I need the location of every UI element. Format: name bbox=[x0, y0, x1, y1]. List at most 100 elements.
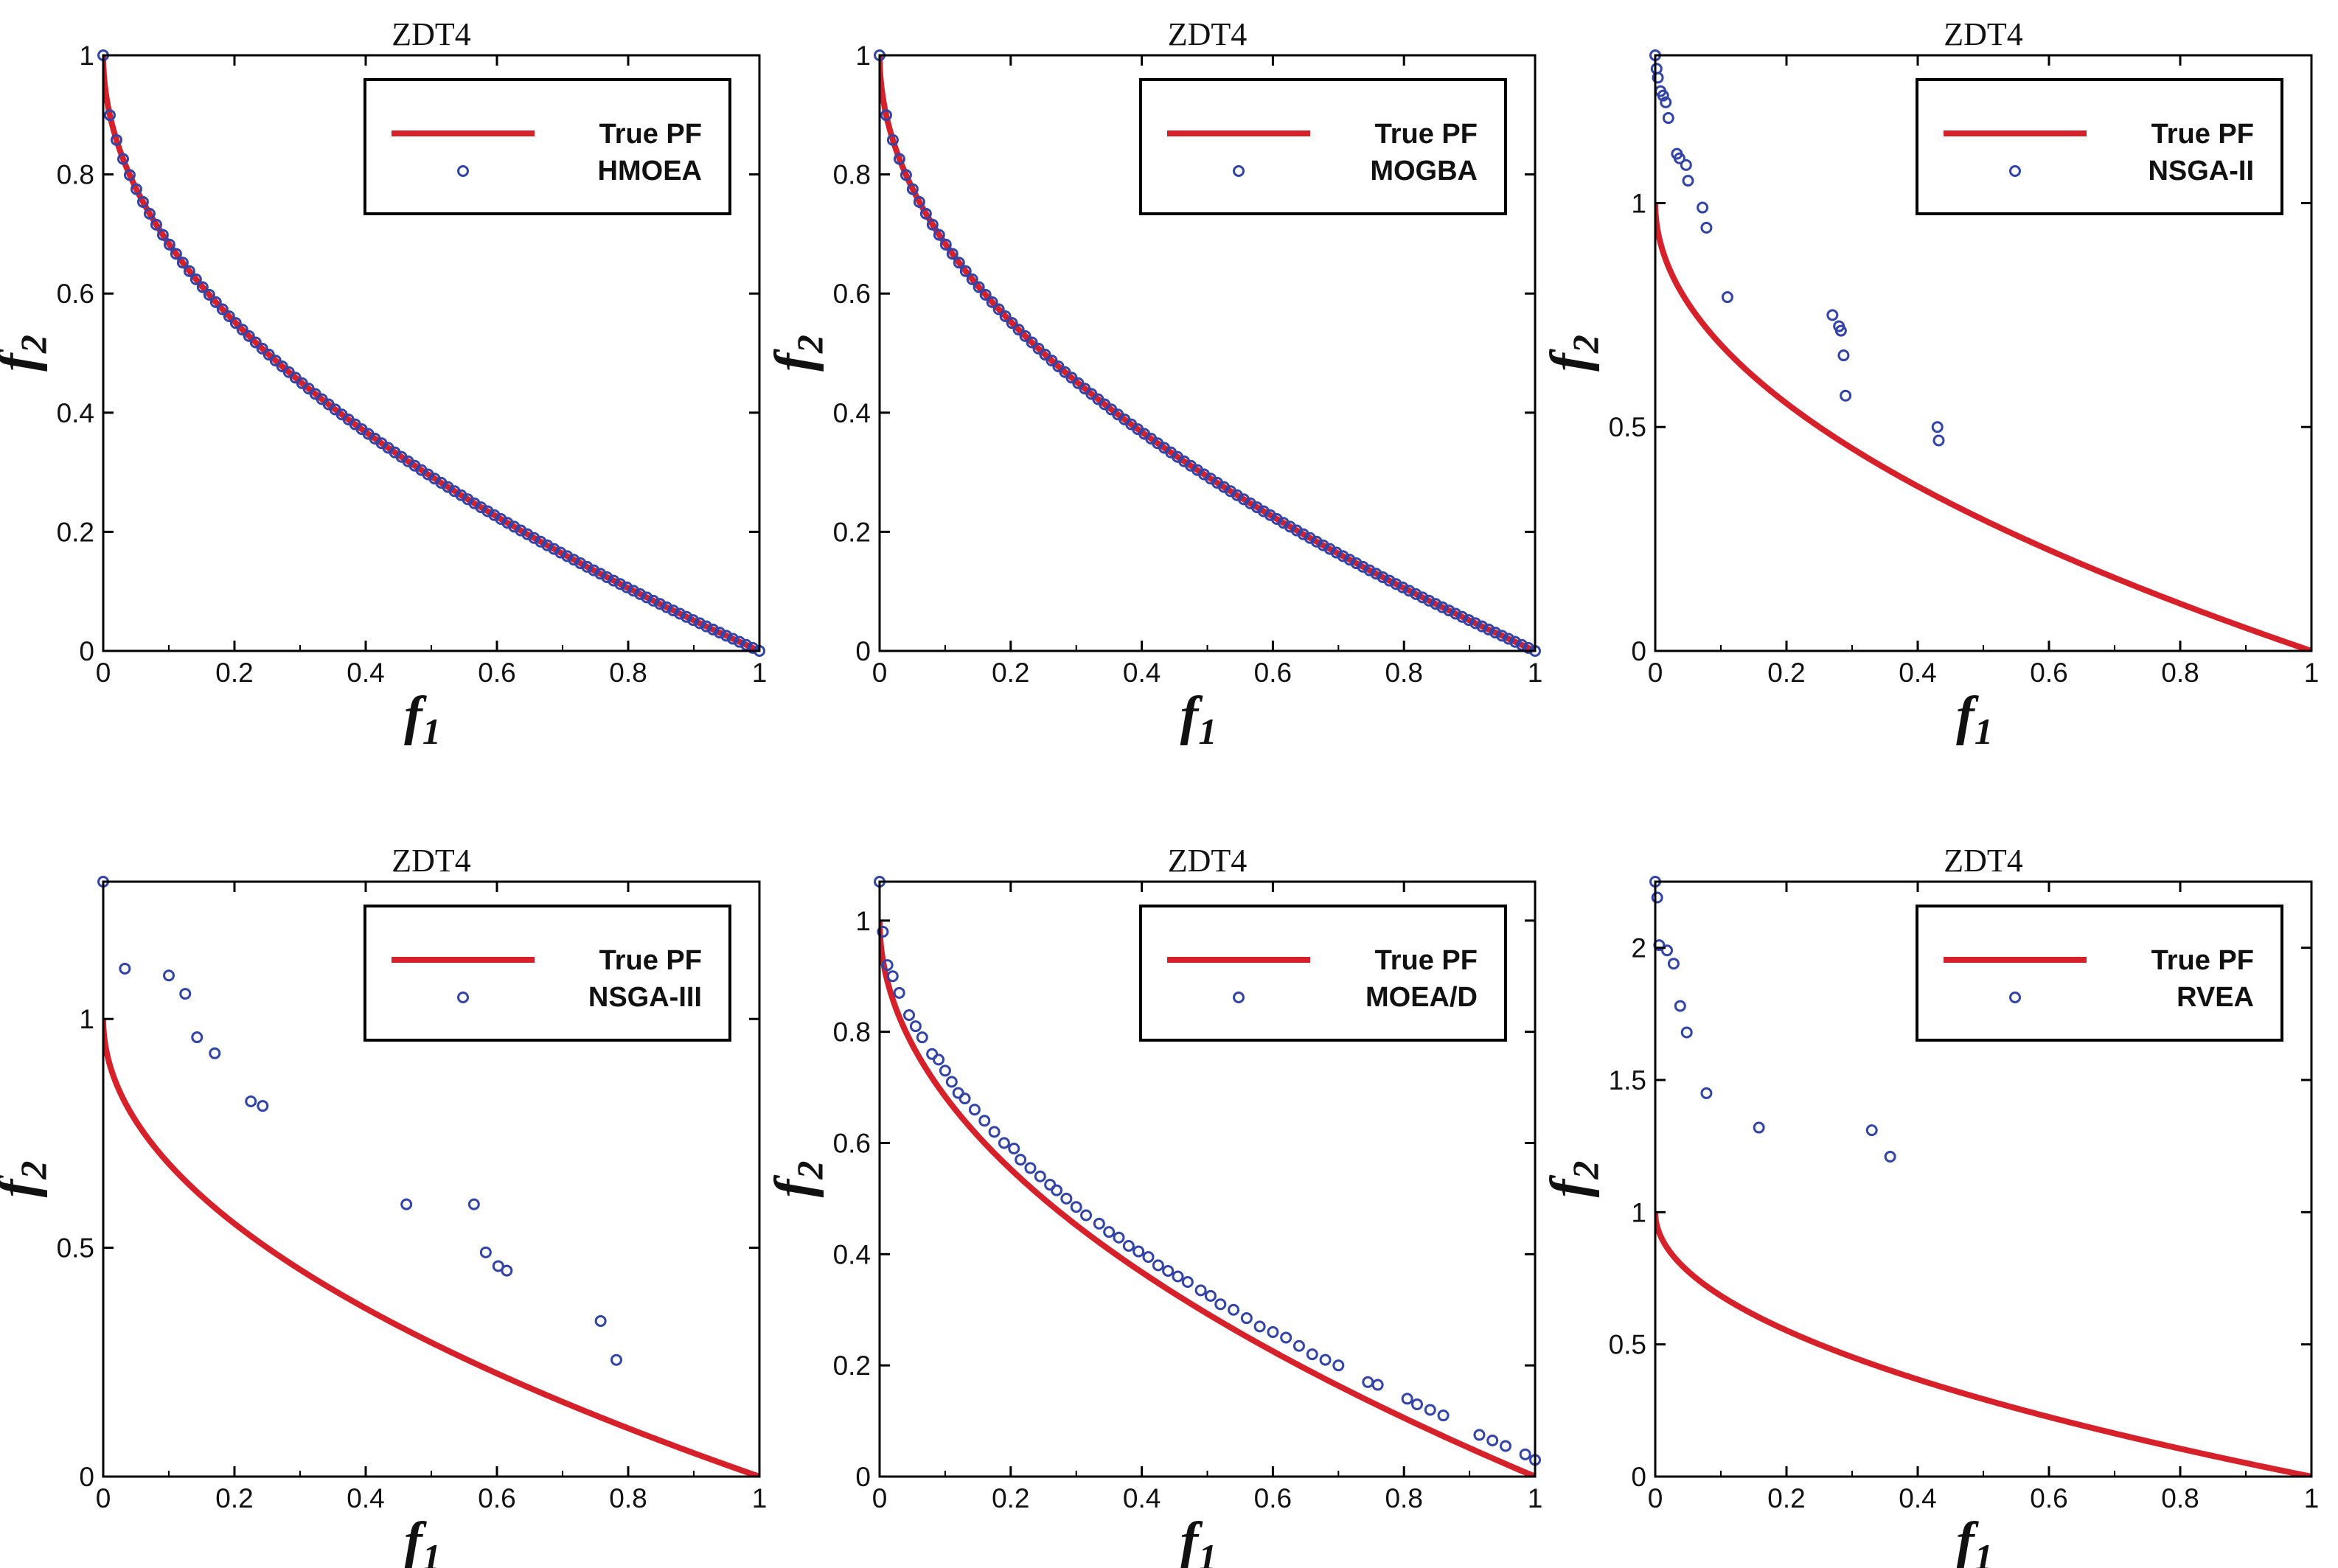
data-point bbox=[700, 620, 713, 633]
data-point bbox=[1476, 620, 1489, 633]
solution-points bbox=[1649, 49, 1945, 447]
data-point bbox=[886, 970, 899, 983]
y-tick-label: 0.8 bbox=[833, 1017, 871, 1048]
y-tick-label: 0.5 bbox=[1609, 412, 1646, 442]
y-tick-label: 0.6 bbox=[833, 1128, 871, 1158]
x-tick-label: 0.6 bbox=[1254, 1483, 1292, 1513]
data-point bbox=[1673, 152, 1685, 164]
y-tick-label: 0.4 bbox=[833, 1239, 871, 1269]
data-point bbox=[269, 355, 282, 367]
solution-points bbox=[97, 876, 622, 1366]
data-point bbox=[986, 296, 998, 308]
data-point bbox=[973, 281, 985, 293]
y-tick-label: 0.5 bbox=[57, 1233, 94, 1264]
data-point bbox=[1931, 421, 1944, 433]
chart-title: ZDT4 bbox=[1168, 16, 1248, 52]
data-point bbox=[1652, 72, 1664, 84]
data-point bbox=[1362, 1376, 1374, 1388]
data-point bbox=[707, 623, 720, 635]
data-point bbox=[1133, 1245, 1145, 1258]
x-tick-label: 0.2 bbox=[1767, 658, 1805, 688]
chart-title: ZDT4 bbox=[392, 16, 471, 52]
legend-point-swatch bbox=[2009, 165, 2021, 177]
data-point bbox=[979, 288, 992, 301]
x-axis-label: f1 bbox=[1180, 686, 1217, 752]
data-point bbox=[1034, 1170, 1046, 1182]
data-point bbox=[946, 248, 958, 260]
y-axis-label: f2 bbox=[0, 335, 54, 372]
chart-panel-3: ZDT4 0 0.2 0.4 0.6 0.8 1 0 0.5 1 f1 f2 True PF NSGA-I… bbox=[1539, 16, 2319, 752]
data-point bbox=[727, 633, 740, 645]
x-tick-label: 0.6 bbox=[2030, 1483, 2067, 1513]
data-point bbox=[189, 273, 202, 285]
x-tick-label: 0 bbox=[872, 1483, 888, 1513]
x-tick-label: 1 bbox=[752, 658, 768, 688]
data-point bbox=[1267, 1325, 1279, 1338]
data-point bbox=[1006, 317, 1018, 330]
data-point bbox=[877, 925, 889, 938]
legend-box bbox=[363, 78, 731, 215]
legend-line-label: True PF bbox=[2151, 119, 2254, 150]
x-tick-label: 0.4 bbox=[1899, 1483, 1936, 1513]
data-point bbox=[245, 1095, 257, 1107]
y-tick-label: 1 bbox=[1631, 1197, 1646, 1227]
y-tick-label: 1.5 bbox=[1609, 1065, 1646, 1095]
x-tick-label: 0.8 bbox=[2161, 658, 2199, 688]
data-point bbox=[966, 273, 978, 285]
data-point bbox=[1060, 1192, 1073, 1205]
x-tick-label: 0.4 bbox=[1123, 1483, 1161, 1513]
data-point bbox=[1450, 607, 1462, 620]
y-tick-label: 1 bbox=[79, 41, 94, 71]
legend-point-swatch bbox=[2009, 992, 2021, 1003]
legend-points-label: MOGBA bbox=[1370, 156, 1478, 187]
data-point bbox=[1080, 1209, 1093, 1222]
data-point bbox=[1008, 1143, 1020, 1155]
x-tick-label: 0 bbox=[96, 1483, 111, 1513]
data-point bbox=[893, 986, 905, 999]
data-point bbox=[1280, 1331, 1292, 1344]
chart-title: ZDT4 bbox=[1168, 843, 1248, 879]
data-point bbox=[209, 296, 222, 308]
data-point bbox=[1024, 1162, 1037, 1174]
y-tick-label: 1 bbox=[855, 41, 871, 71]
data-point bbox=[1657, 89, 1669, 102]
data-point bbox=[1499, 1440, 1511, 1452]
data-point bbox=[209, 1047, 221, 1059]
legend-line-label: True PF bbox=[1375, 945, 1478, 976]
data-point bbox=[1204, 1289, 1217, 1302]
x-tick-label: 0.8 bbox=[2161, 1483, 2199, 1513]
y-tick-label: 0.6 bbox=[57, 279, 94, 309]
solution-points bbox=[97, 49, 765, 657]
data-point bbox=[176, 257, 189, 269]
data-point bbox=[492, 1260, 504, 1272]
x-tick-label: 1 bbox=[2304, 1483, 2320, 1513]
data-point bbox=[276, 360, 288, 372]
y-axis-label: f2 bbox=[1539, 1161, 1606, 1198]
legend: True PF NSGA-II bbox=[1916, 78, 2283, 215]
data-point bbox=[1142, 1251, 1155, 1264]
y-tick-label: 0 bbox=[79, 1462, 94, 1492]
data-point bbox=[1332, 1359, 1345, 1372]
x-tick-label: 0.4 bbox=[347, 1483, 384, 1513]
chart-panel-1: ZDT4 0 0.2 0.4 0.6 0.8 1 0 0.2 0.4 0.6 0.8 1 f1 f2 True… bbox=[0, 16, 767, 752]
y-tick-label: 0.4 bbox=[833, 398, 871, 428]
x-axis-label: f1 bbox=[1956, 1511, 1993, 1568]
x-tick-label: 0.8 bbox=[609, 658, 647, 688]
data-point bbox=[1519, 1448, 1531, 1460]
x-tick-label: 0.2 bbox=[992, 658, 1029, 688]
legend: True PF NSGA-III bbox=[363, 905, 731, 1042]
data-point bbox=[467, 1198, 480, 1210]
x-tick-label: 0.6 bbox=[1254, 658, 1292, 688]
data-point bbox=[610, 1353, 622, 1366]
data-point bbox=[959, 265, 972, 277]
data-point bbox=[734, 635, 746, 648]
data-point bbox=[1865, 1124, 1878, 1137]
legend-box bbox=[1139, 905, 1507, 1042]
data-point bbox=[203, 288, 215, 301]
data-point bbox=[110, 133, 122, 146]
x-axis-label: f1 bbox=[404, 1511, 441, 1568]
legend-line-label: True PF bbox=[599, 945, 702, 976]
data-point bbox=[1523, 641, 1535, 654]
data-point bbox=[1162, 1264, 1175, 1277]
legend-box bbox=[1916, 905, 2283, 1042]
